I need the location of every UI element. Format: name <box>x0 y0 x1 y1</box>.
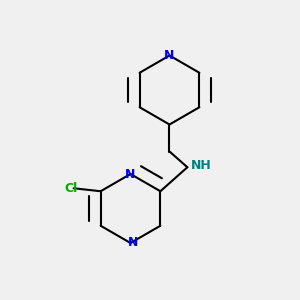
Text: N: N <box>128 236 139 250</box>
Text: Cl: Cl <box>64 182 77 195</box>
Text: N: N <box>125 167 136 181</box>
Text: NH: NH <box>190 159 211 172</box>
Text: N: N <box>164 49 175 62</box>
